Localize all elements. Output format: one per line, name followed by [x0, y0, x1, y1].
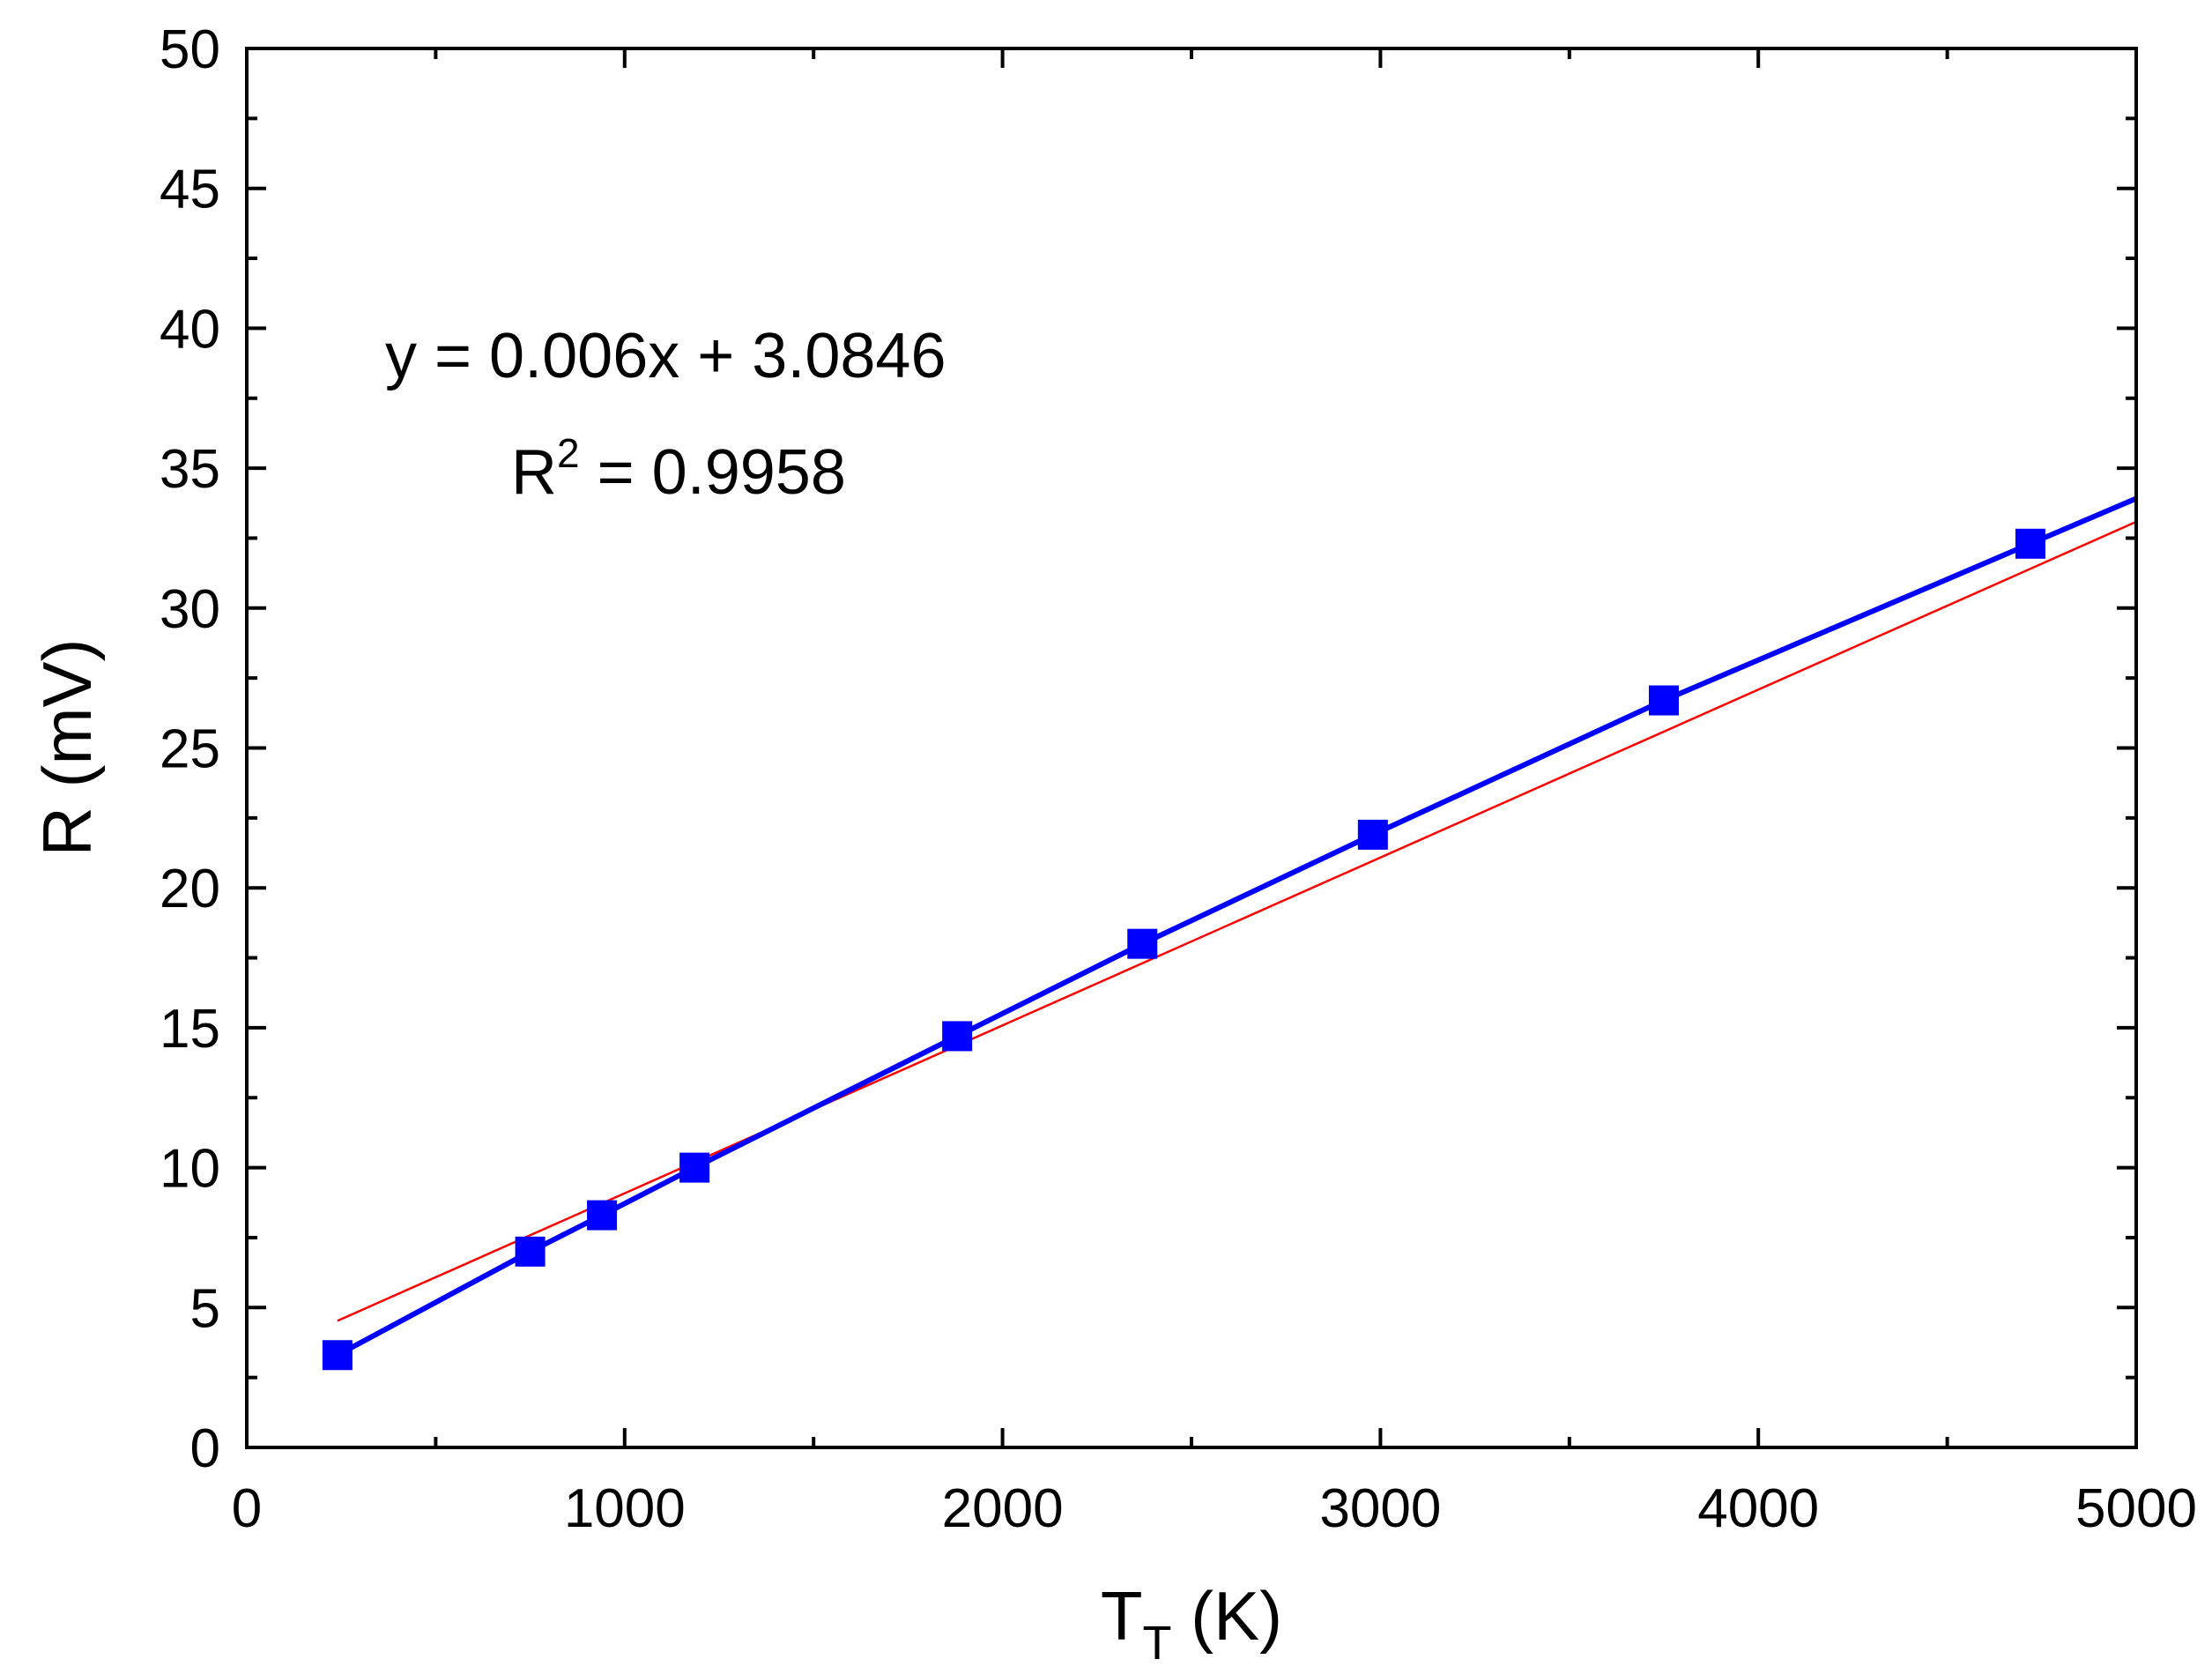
- x-tick-label: 0: [232, 1478, 262, 1539]
- fit-layer: [337, 520, 2137, 1322]
- data-point: [2015, 528, 2045, 559]
- y-tick-label: 10: [160, 1139, 220, 1200]
- y-tick-label: 5: [190, 1278, 220, 1339]
- x-tick-label: 5000: [2075, 1478, 2197, 1539]
- y-tick-label: 35: [160, 439, 220, 500]
- plot-frame: [245, 47, 2138, 1449]
- y-tick-label: 30: [160, 579, 220, 640]
- fit-line: [337, 520, 2137, 1322]
- x-tick-label: 3000: [1319, 1478, 1441, 1539]
- y-tick-label: 15: [160, 999, 220, 1060]
- y-tick-label: 20: [160, 859, 220, 919]
- x-axis-label: TT (K): [1101, 1577, 1282, 1670]
- series-line: [336, 495, 2138, 1358]
- data-point: [679, 1152, 710, 1183]
- data-point: [1357, 819, 1388, 850]
- data-point: [1649, 685, 1679, 716]
- y-tick-label: 45: [160, 160, 220, 220]
- data-point: [587, 1200, 618, 1231]
- data-point: [515, 1236, 546, 1267]
- ticks-layer: 0 1000 2000 3000 4000 5000 0 5 10 15 20 25 30 35 40 45 5…: [160, 19, 2197, 1539]
- x-tick-label: 2000: [942, 1478, 1064, 1539]
- series-layer: [322, 495, 2138, 1371]
- y-axis-label: R (mV): [28, 639, 106, 857]
- x-tick-label: 1000: [564, 1478, 686, 1539]
- data-point: [942, 1021, 973, 1052]
- r-squared-annotation: R2 = 0.9958: [511, 430, 846, 508]
- y-tick-label: 40: [160, 299, 220, 360]
- data-point: [1127, 928, 1158, 959]
- y-tick-label: 25: [160, 719, 220, 780]
- equation-annotation: y = 0.006x + 3.0846: [385, 321, 946, 391]
- x-tick-label: 4000: [1697, 1478, 1819, 1539]
- y-tick-label: 0: [190, 1418, 220, 1479]
- data-point: [322, 1340, 353, 1371]
- y-tick-label: 50: [160, 19, 220, 80]
